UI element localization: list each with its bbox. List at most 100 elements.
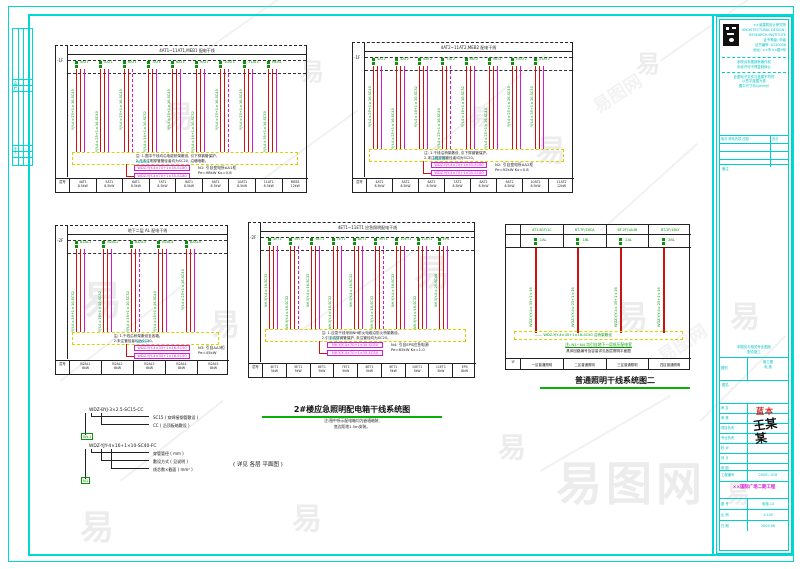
breaker-icon [437,238,441,241]
riser-cable-text: NH-YJY-4×16-SC32 [371,295,375,329]
signature-label: 审 定 [720,404,748,413]
riser-line-magenta [450,66,452,149]
table-stub-cell: 层号 [249,364,263,378]
riser-line-red [80,69,81,152]
riser-line-red [185,249,187,332]
riser-line-red [158,249,160,332]
breaker-icon [75,245,78,248]
riser-line-red [272,69,273,152]
project-no-value: 2009—018 [758,473,778,477]
riser-line-red [315,246,317,329]
strip-line [18,29,19,165]
riser-line-magenta [425,246,427,329]
signature-row: 制 图 [720,464,788,473]
floor-dash-line [365,57,572,58]
riser-line-red [577,248,580,333]
table-cell: 7AT1 8.5kW [150,179,177,193]
handwritten-signature: 王某某 [752,416,779,446]
table-cell: 9AT1 8.5kW [203,179,230,193]
table-cell: EPS 8kW [461,365,469,373]
breaker-label: 10AT2 [515,57,527,61]
breaker-cell: 1AL [521,235,564,247]
riser-cable-text: NH-YJY-4×16-SC32 [413,295,417,329]
note-line-green: 注: N1~N4 均引自地下一层低压配电室 [565,342,632,347]
header-stub [506,225,521,234]
breaker-label: 4AT2 [377,57,386,61]
breaker-label: 8ET1 [357,237,367,241]
breaker-label: 6AT2 [423,57,432,61]
company-line: RESEARCH INSTITUTE [749,32,786,37]
legend-callout: CC ( 沿顶板暗敷设 ) [153,422,190,428]
riser-line-red [332,246,334,329]
breaker-cell: 2AL [607,235,650,247]
meta-value: 电施-13 [761,502,775,506]
table-cell: 11AT2 12kW [556,180,567,188]
breaker-icon [576,238,580,241]
breaker-icon [331,242,335,245]
riser-line-magenta [383,246,385,329]
breaker-icon [441,58,445,61]
note-box: 注: 1.干线沿桥架敷设, 引下穿钢管保护。 2.未注明穿管管径者均为SC20。 [369,149,564,162]
riser-line-magenta [132,69,133,152]
riser-cable-text: YJY-4×25+1×16-SC40 [72,89,75,130]
table-cell: 11ET1 5kW [429,364,454,378]
riser-line-red [244,69,245,152]
revision-cell: 版次 修改内容 日期 [720,136,771,143]
breaker-icon [510,58,514,61]
breaker-label: 9ET1 [379,237,388,241]
riser-line-magenta [166,249,168,332]
legend-main-text: WDZ-YJY-4×16+1×10-SC40-FC [89,444,157,449]
revision-row [720,160,788,167]
breaker-icon [533,242,537,245]
breaker-icon [75,241,78,244]
riser-line-magenta [84,69,85,152]
legend-tag: N1 [81,477,91,484]
note-box: —— WDZ-YJY-4×35+1×16-SC50 沿桥架敷设 [514,331,683,340]
breaker-label: 7ET1 [336,237,346,241]
blueprint-line: 以签字蓝图为准 [742,79,766,84]
table-cell: 8AT1 8.5kW [176,179,203,193]
floor-label: -2F [250,235,257,240]
breaker-icon [416,238,420,241]
table-cell: B2AL2 6kW [102,361,134,375]
table-cell: B2AL4 8kW [166,361,198,375]
legend-connector [111,449,149,469]
strip-line [23,29,24,165]
company-line: ARCHITECTURAL DESIGN & [742,27,786,32]
drawing-type-value1: 电 施 [764,365,772,370]
table-cell: B2AL3 6kW [134,361,166,375]
riser-line-red [162,249,164,332]
riser-cable-text: YJY-4×25+1×16-SC40 [120,89,123,130]
breaker-icon [661,238,665,241]
company-line: ××省建筑设计研究院 [753,23,786,27]
riser-line-magenta [427,66,429,149]
breaker-icon [102,245,106,248]
title-underline [540,387,690,389]
breaker-icon [129,241,133,244]
breaker-label: 4AT1 [80,60,89,64]
breaker-icon [372,62,375,65]
riser-line-red [220,69,221,152]
riser-cable-text: NH-YJY-4×16-SC32 [307,273,311,307]
riser-line-red [442,246,444,329]
breaker-icon [129,245,133,248]
riser-cable-text: YJY-4×35+1×16-SC50 [264,111,267,152]
divider [722,71,786,73]
table-cell: 一区普通照明 [521,359,564,370]
title-underline [262,416,442,418]
drawing-type-row: 图别 施工图 电 施 [720,358,788,381]
revision-row [720,144,788,152]
breaker-icon [102,241,106,244]
riser-cable-text: YJY-4×35+1×16-SC50 [530,86,534,127]
riser-cable-text: YJY-4×25+1×16-SC40 [507,86,511,127]
riser-line-magenta [111,249,113,332]
breaker-icon [441,62,445,65]
riser-line-red [148,69,149,152]
breaker-label: B2AL3 [134,240,146,244]
breaker-icon [268,242,271,245]
table-cell: MEB1 12kW [290,180,300,188]
diagram-title-text: 普通照明干线系统图二 [575,376,655,385]
table-cell: 三区普通照明 [607,359,650,370]
drawing-type-value: 施工图 电 施 [748,358,788,380]
breaker-icon [289,242,293,245]
